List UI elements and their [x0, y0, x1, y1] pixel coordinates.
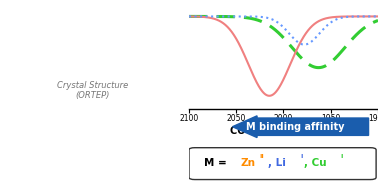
X-axis label: CO stretching band: CO stretching band	[230, 126, 337, 136]
Text: M binding affinity: M binding affinity	[246, 122, 344, 132]
Text: I: I	[301, 154, 303, 159]
FancyBboxPatch shape	[189, 148, 376, 180]
FancyArrow shape	[232, 116, 369, 138]
Text: Crystal Structure
(ORTEP): Crystal Structure (ORTEP)	[57, 81, 128, 100]
Text: Zn: Zn	[240, 158, 255, 168]
Text: M =: M =	[204, 158, 231, 168]
Text: , Li: , Li	[268, 158, 286, 168]
Text: , Cu: , Cu	[304, 158, 327, 168]
Text: I: I	[340, 154, 342, 159]
Text: II: II	[259, 154, 264, 159]
